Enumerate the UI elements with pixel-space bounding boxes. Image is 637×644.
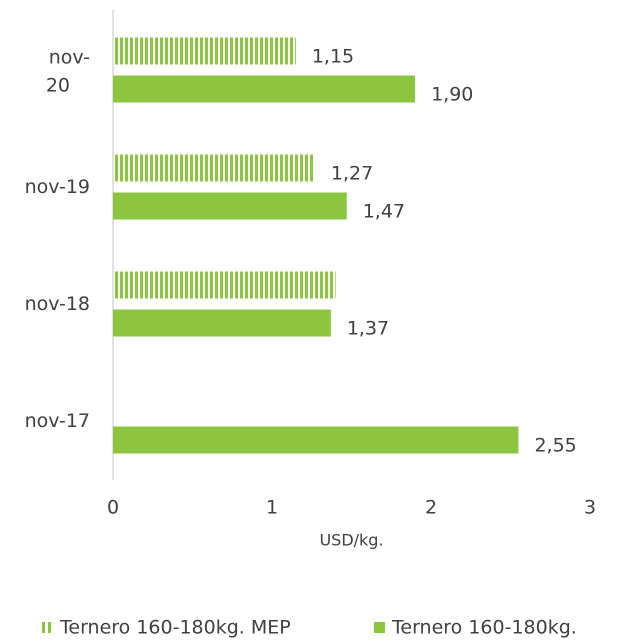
bar bbox=[113, 37, 296, 65]
value-label: 1,15 bbox=[312, 46, 354, 68]
bar bbox=[113, 192, 347, 220]
bar bbox=[113, 271, 336, 299]
value-label: 1,90 bbox=[431, 84, 473, 106]
x-tick-label: 3 bbox=[584, 497, 596, 519]
legend-marker bbox=[42, 622, 45, 633]
x-tick-label: 2 bbox=[425, 497, 437, 519]
bar bbox=[113, 154, 315, 182]
bar bbox=[113, 426, 519, 454]
y-tick-label: nov-18 bbox=[25, 293, 90, 315]
value-label: 1,37 bbox=[347, 318, 389, 340]
bar bbox=[113, 75, 416, 103]
bar bbox=[113, 309, 331, 337]
x-tick-label: 1 bbox=[266, 497, 278, 519]
y-tick-label: nov-19 bbox=[25, 176, 90, 198]
legend-label: Ternero 160-180kg. MEP bbox=[59, 617, 291, 639]
x-axis-title: USD/kg. bbox=[319, 531, 383, 550]
y-tick-label: nov-20 bbox=[46, 46, 90, 96]
legend-marker bbox=[48, 622, 51, 633]
legend-marker bbox=[374, 622, 385, 633]
y-tick-label: nov-17 bbox=[25, 410, 90, 432]
x-tick-label: 0 bbox=[107, 497, 119, 519]
legend-label: Ternero 160-180kg. bbox=[391, 617, 577, 639]
value-label: 1,27 bbox=[331, 163, 373, 185]
value-label: 1,47 bbox=[363, 201, 405, 223]
value-label: 2,55 bbox=[534, 435, 576, 457]
